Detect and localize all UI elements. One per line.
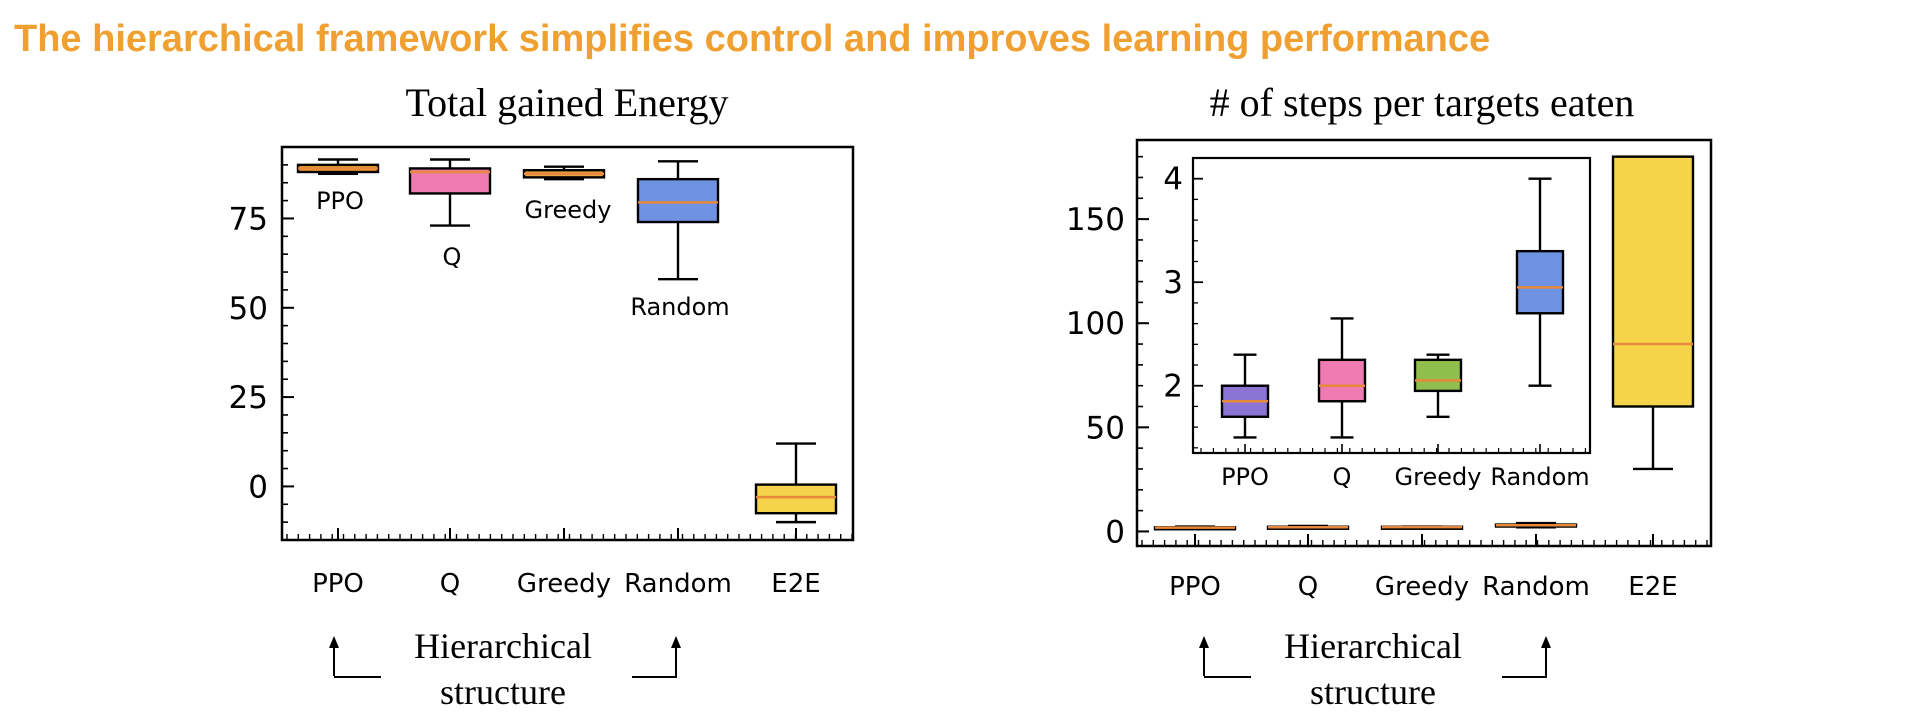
inset-xtick-label: Greedy [1395, 463, 1482, 491]
chart1-xtick-label: Q [440, 569, 460, 599]
chart2-xtick-label: Q [1298, 572, 1318, 602]
ann2-arrow-right-line [1502, 644, 1547, 678]
annotation-line2: structure [440, 672, 566, 712]
inset-box-greedy [1413, 358, 1463, 393]
chart1-box-label: Random [630, 293, 729, 321]
chart2-xtick-label: Greedy [1375, 572, 1469, 602]
inset-ytick-label: 3 [1163, 265, 1183, 301]
chart1-ytick-label: 75 [229, 201, 268, 237]
chart2-xtick-label: E2E [1628, 572, 1677, 602]
chart1-box-e2e [754, 483, 838, 515]
ann2-arrow-left-head [1199, 636, 1209, 648]
inset-xtick-label: PPO [1221, 463, 1269, 491]
chart2-xtick-label: Random [1482, 572, 1590, 602]
chart2-xtick-label: PPO [1169, 572, 1221, 602]
inset-box-q [1317, 358, 1367, 403]
ann1-arrow-left-head [329, 636, 339, 648]
chart1-ytick-label: 0 [248, 469, 268, 505]
chart-steps-per-target: # of steps per targets eaten 0 50 100 150 PP… [1066, 80, 1713, 602]
hierarchical-annotation-right: Hierarchical structure [1199, 626, 1551, 712]
inset-ytick-label: 4 [1163, 162, 1183, 198]
annotation-line1: Hierarchical [1284, 626, 1462, 666]
inset-ytick-label: 2 [1163, 369, 1183, 405]
chart1-xtick-label: Greedy [517, 569, 611, 599]
chart1-box-label: Q [443, 243, 462, 271]
chart1-box-random [636, 177, 720, 224]
annotation-line2: structure [1310, 672, 1436, 712]
hierarchical-annotation-left: Hierarchical structure [329, 626, 681, 712]
chart2-inset: 2 3 4 PPO Q Greedy Random [1163, 156, 1592, 491]
chart2-ytick-label: 150 [1066, 202, 1125, 238]
chart1-ytick-label: 25 [229, 380, 268, 416]
chart-total-energy: Total gained Energy 0 25 50 75 PPO Q Greedy Ran… [229, 80, 855, 599]
annotation-line1: Hierarchical [414, 626, 592, 666]
chart2-ytick-label: 50 [1086, 410, 1125, 446]
chart2-ytick-label: 0 [1105, 514, 1125, 550]
ann2-arrow-right-head [1541, 636, 1551, 648]
chart1-box-label: PPO [316, 187, 364, 215]
chart2-ytick-label: 100 [1066, 306, 1125, 342]
inset-xtick-label: Q [1333, 463, 1352, 491]
chart1-ytick-label: 50 [229, 291, 268, 327]
inset-xtick-label: Random [1490, 463, 1589, 491]
chart1-xtick-label: Random [624, 569, 732, 599]
headline: The hierarchical framework simplifies co… [14, 18, 1491, 60]
chart1-title: Total gained Energy [405, 80, 728, 125]
chart1-box-label: Greedy [525, 196, 612, 224]
chart2-title: # of steps per targets eaten [1210, 80, 1635, 125]
chart1-xtick-label: PPO [312, 569, 364, 599]
chart1-xtick-label: E2E [771, 569, 820, 599]
ann1-arrow-right-head [671, 636, 681, 648]
chart2-box-e2e [1611, 155, 1695, 408]
ann1-arrow-right-line [632, 644, 677, 678]
inset-box-random [1515, 249, 1565, 315]
